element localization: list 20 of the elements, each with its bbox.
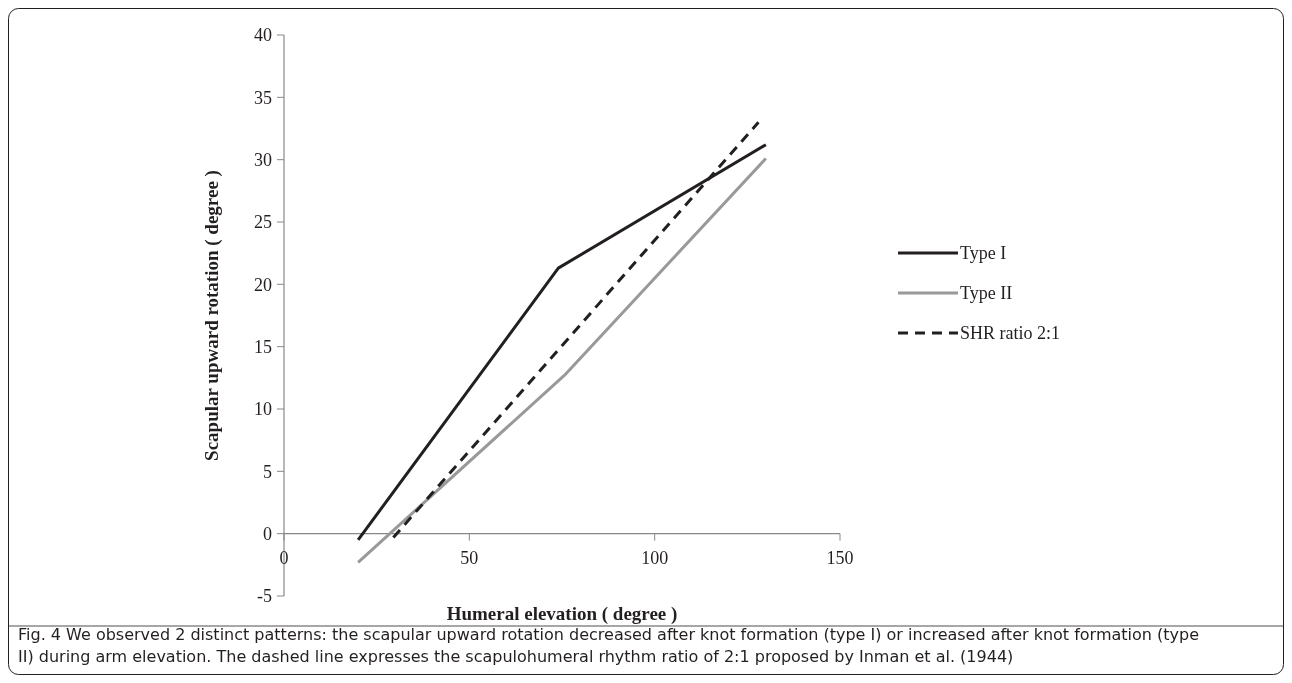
legend-label: Type I (960, 243, 1007, 264)
x-tick-label: 150 (826, 547, 854, 568)
caption: Fig. 4 We observed 2 distinct patterns: the scapular upward rotation decreased after knot formation (type I) or increased after knot formation (type II) during arm elevation. The dashed line expresses the scapulohumeral rhythm ratio of 2:1 proposed by Inman et al. (1944) (18, 625, 1200, 666)
y-tick-label: 10 (254, 399, 272, 420)
x-axis-title: Humeral elevation ( degree ) (446, 603, 678, 625)
x-tick-label: 50 (460, 547, 479, 568)
y-tick-label: 40 (254, 25, 272, 46)
y-tick-label: 15 (254, 336, 272, 357)
y-tick-label: 35 (254, 87, 272, 108)
x-tick-label: 0 (279, 547, 289, 568)
legend-label: SHR ratio 2:1 (960, 323, 1061, 344)
y-tick-label: 20 (254, 274, 272, 295)
y-tick-label: 5 (263, 461, 272, 482)
y-tick-label: -5 (257, 586, 272, 607)
x-tick-label: 100 (641, 547, 669, 568)
legend-label: Type II (960, 283, 1013, 304)
y-tick-label: 0 (263, 523, 272, 544)
y-axis-title: Scapular upward rotation ( degree ) (201, 170, 223, 461)
y-tick-label: 30 (254, 149, 272, 170)
y-tick-label: 25 (254, 212, 272, 233)
